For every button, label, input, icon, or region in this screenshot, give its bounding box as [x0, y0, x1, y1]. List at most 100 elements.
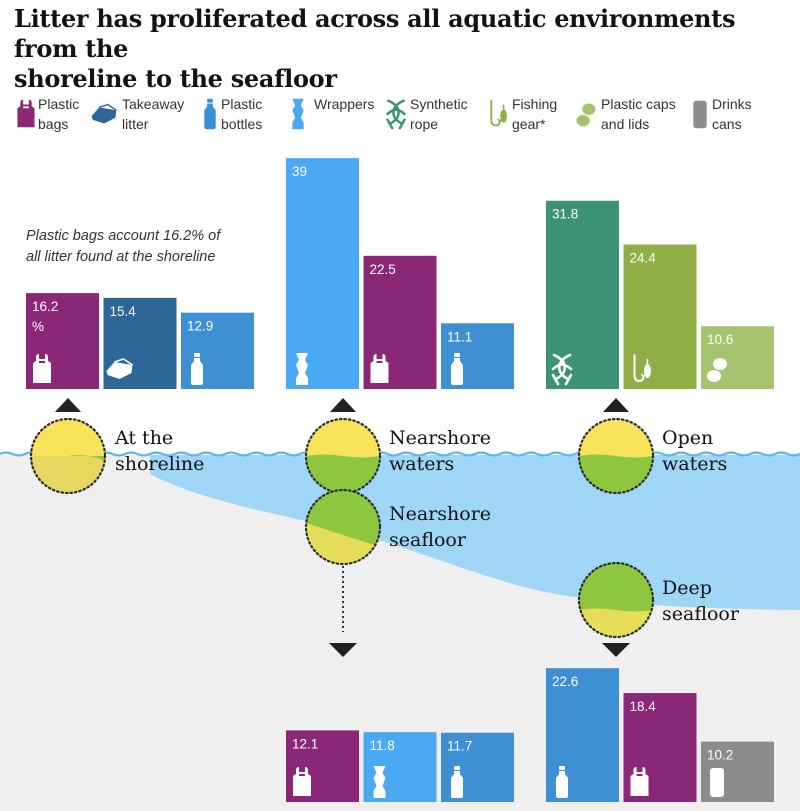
bar-rect: [546, 200, 619, 389]
legend-label: Fishing gear*: [512, 94, 557, 134]
title-line-2: shoreline to the seafloor: [14, 64, 337, 93]
bar-value-label: 10.2: [707, 748, 733, 763]
zone-label: seafloor: [389, 529, 467, 551]
legend-label-line: Synthetic: [410, 96, 468, 112]
legend-label: Takeaway litter: [122, 94, 184, 134]
legend-label: Plastic caps and lids: [601, 94, 676, 134]
zone-marker-open_waters: Open waters: [577, 398, 727, 495]
bar-value-label: 16.2: [32, 299, 58, 314]
arrow-up-icon: [603, 398, 629, 412]
bar-fishing: 24.4: [623, 244, 697, 389]
legend-label-line: Fishing: [512, 96, 558, 112]
bar-value-label: 11.1: [447, 329, 472, 344]
bar-group-nearshore_seafloor: 12.1 11.8 11.7: [286, 730, 514, 802]
annotation-line-1: Plastic bags account 16.2% of: [26, 228, 221, 244]
bar-value-label: 10.6: [707, 332, 733, 347]
title-line-1: Litter has proliferated across all aquat…: [14, 4, 736, 63]
zone-label: Open: [662, 427, 713, 449]
bar-bottles: 11.7: [441, 732, 514, 802]
legend-label-line: Plastic: [221, 96, 263, 112]
bar-value-label: %: [32, 319, 44, 334]
plastic-bag-icon: [630, 767, 649, 796]
zone-label: Deep: [662, 577, 712, 599]
legend-label: Plastic bags: [38, 94, 79, 134]
water-surface-wave: [0, 451, 800, 457]
fishing-hook-icon: [490, 99, 507, 127]
zone-label: waters: [662, 453, 727, 475]
plastic-bag-icon: [33, 354, 51, 383]
bar-takeaway: 15.4: [103, 297, 177, 389]
bar-bottles: 22.6: [546, 668, 619, 802]
drinks-can-icon: [710, 768, 724, 797]
bar-cans: 10.2: [701, 741, 774, 802]
bar-bottles: 11.1: [441, 323, 514, 389]
bar-value-label: 11.7: [447, 739, 472, 754]
legend-label-line: litter: [122, 116, 149, 132]
rope-knot-icon: [386, 99, 406, 130]
bar-value-label: 39: [292, 164, 307, 179]
legend-label-line: rope: [410, 116, 439, 132]
takeaway-box-icon: [106, 358, 133, 379]
bar-bags: 12.1: [286, 730, 359, 802]
takeaway-box-icon: [91, 103, 117, 124]
bar-value-label: 18.4: [630, 699, 657, 714]
annotation-line-2: all litter found at the shoreline: [26, 249, 216, 265]
bar-value-label: 11.8: [370, 738, 395, 753]
bar-caps: 10.6: [701, 326, 774, 389]
zone-marker-nearshore_waters: Nearshore waters: [304, 398, 491, 495]
legend-label-line: and lids: [601, 116, 650, 132]
bar-wrappers: 11.8: [363, 732, 437, 802]
plastic-bottle-icon: [451, 353, 463, 385]
zone-label: waters: [389, 453, 454, 475]
zone-marker-nearshore_seafloor: Nearshore seafloor: [304, 488, 491, 566]
arrow-down-icon: [602, 643, 630, 657]
legend-label: Wrappers: [314, 94, 374, 114]
legend-label-line: Wrappers: [314, 96, 375, 112]
bar-group-nearshore_waters: 39 22.5 11.1: [286, 158, 514, 389]
zone-connectors: [329, 566, 630, 657]
bar-group-deep_seafloor: 22.6 18.4 10.2: [546, 668, 774, 802]
arrow-down-icon: [329, 643, 357, 657]
zone-label: seafloor: [662, 603, 740, 625]
zone-label: Nearshore: [389, 427, 491, 449]
plastic-bag-icon: [17, 99, 35, 128]
bar-group-shoreline: 16.2% 15.4 12.9: [26, 293, 254, 389]
shoreline-annotation: Plastic bags account 16.2% of all litter…: [26, 226, 220, 268]
bar-rect: [286, 158, 359, 389]
legend-label: Drinks cans: [712, 94, 752, 134]
legend-label-line: Plastic caps: [601, 96, 676, 112]
chart-title: Litter has proliferated across all aquat…: [14, 4, 794, 94]
zone-label: Nearshore: [389, 503, 491, 525]
bar-wrappers: 39: [286, 158, 359, 389]
rope-knot-icon: [551, 353, 573, 386]
legend: Plastic bags Takeaway litter Plastic bottles W…: [0, 0, 800, 140]
bar-bags: 18.4: [623, 693, 697, 802]
bar-group-open_waters: 31.8 24.4 10.6: [546, 200, 774, 389]
legend-label: Plastic bottles: [221, 94, 262, 134]
bar-value-label: 12.9: [187, 319, 213, 334]
fishing-hook-icon: [633, 354, 651, 383]
bar-bags: 16.2%: [26, 293, 99, 389]
plastic-bottle-icon: [451, 766, 463, 798]
bar-value-label: 24.4: [630, 251, 657, 266]
legend-label-line: gear*: [512, 116, 546, 132]
plastic-bottle-icon: [204, 98, 216, 130]
legend-label-line: cans: [712, 116, 742, 132]
zone-label: At the: [114, 427, 173, 449]
legend-label-line: Takeaway: [122, 96, 185, 112]
bar-value-label: 12.1: [292, 736, 318, 751]
bar-bags: 22.5: [363, 255, 437, 389]
bar-value-label: 22.6: [552, 674, 578, 689]
zone-marker-deep_seafloor: Deep seafloor: [577, 561, 740, 639]
plastic-bottle-icon: [556, 766, 568, 798]
bar-rope: 31.8: [546, 200, 619, 389]
legend-label-line: Drinks: [712, 96, 752, 112]
legend-label: Synthetic rope: [410, 94, 468, 134]
plastic-bottle-icon: [191, 353, 203, 385]
wrapper-icon: [296, 353, 308, 385]
plastic-bag-icon: [370, 354, 389, 383]
wrapper-icon: [373, 766, 386, 798]
arrow-up-icon: [55, 398, 81, 412]
